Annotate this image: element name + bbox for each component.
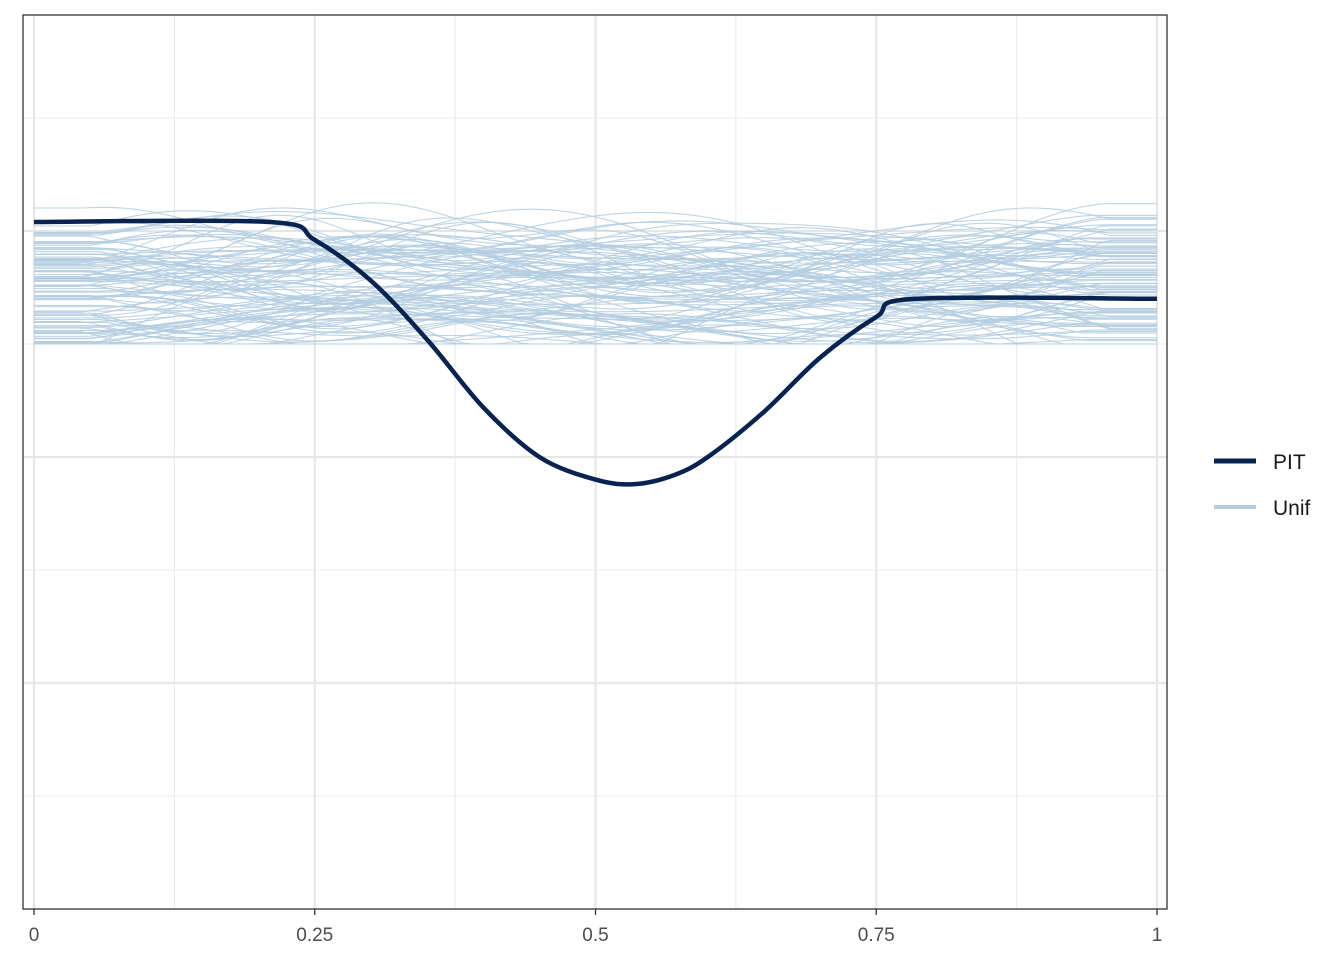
unif-line [34, 295, 1157, 342]
x-tick-label: 1 [1152, 925, 1163, 946]
unif-line [34, 226, 1157, 288]
unif-line [34, 315, 1157, 345]
unif-line [34, 299, 1157, 345]
unif-line [34, 258, 1157, 345]
unif-line [34, 226, 1157, 259]
unif-line [34, 214, 1157, 282]
unif-line [34, 329, 1157, 345]
unif-line [34, 235, 1157, 316]
x-tick-label: 0 [29, 925, 40, 946]
unif-line [34, 269, 1157, 283]
unif-line [34, 221, 1157, 304]
unif-line [34, 234, 1157, 310]
unif-line [34, 257, 1157, 328]
legend: PIT Unif [1214, 451, 1311, 520]
unif-line [34, 304, 1157, 345]
unif-line [34, 296, 1157, 339]
pit-series-line [33, 218, 1158, 487]
unif-line [34, 317, 1157, 345]
unif-line [34, 211, 1157, 288]
unif-line [34, 208, 1157, 298]
unif-line [34, 268, 1157, 283]
unif-line [34, 283, 1157, 335]
unif-line [34, 263, 1157, 305]
x-tick-label: 0.5 [582, 925, 608, 946]
unif-line [34, 202, 1157, 278]
unif-line [34, 248, 1157, 328]
unif-line [34, 245, 1157, 283]
unif-line [34, 293, 1157, 342]
unif-line [34, 282, 1157, 331]
unif-line [34, 250, 1157, 292]
legend-label-pit: PIT [1273, 451, 1306, 474]
x-tick-label: 0.25 [296, 925, 333, 946]
unif-line [34, 210, 1157, 275]
unif-line [34, 245, 1157, 264]
x-axis: 0 0.25 0.5 0.75 1 [29, 909, 1163, 946]
unif-line [34, 215, 1157, 271]
unif-line [34, 291, 1157, 319]
x-tick-label: 0.75 [858, 925, 895, 946]
legend-label-unif: Unif [1273, 497, 1311, 520]
unif-line [34, 236, 1157, 304]
major-grid [23, 15, 1167, 909]
